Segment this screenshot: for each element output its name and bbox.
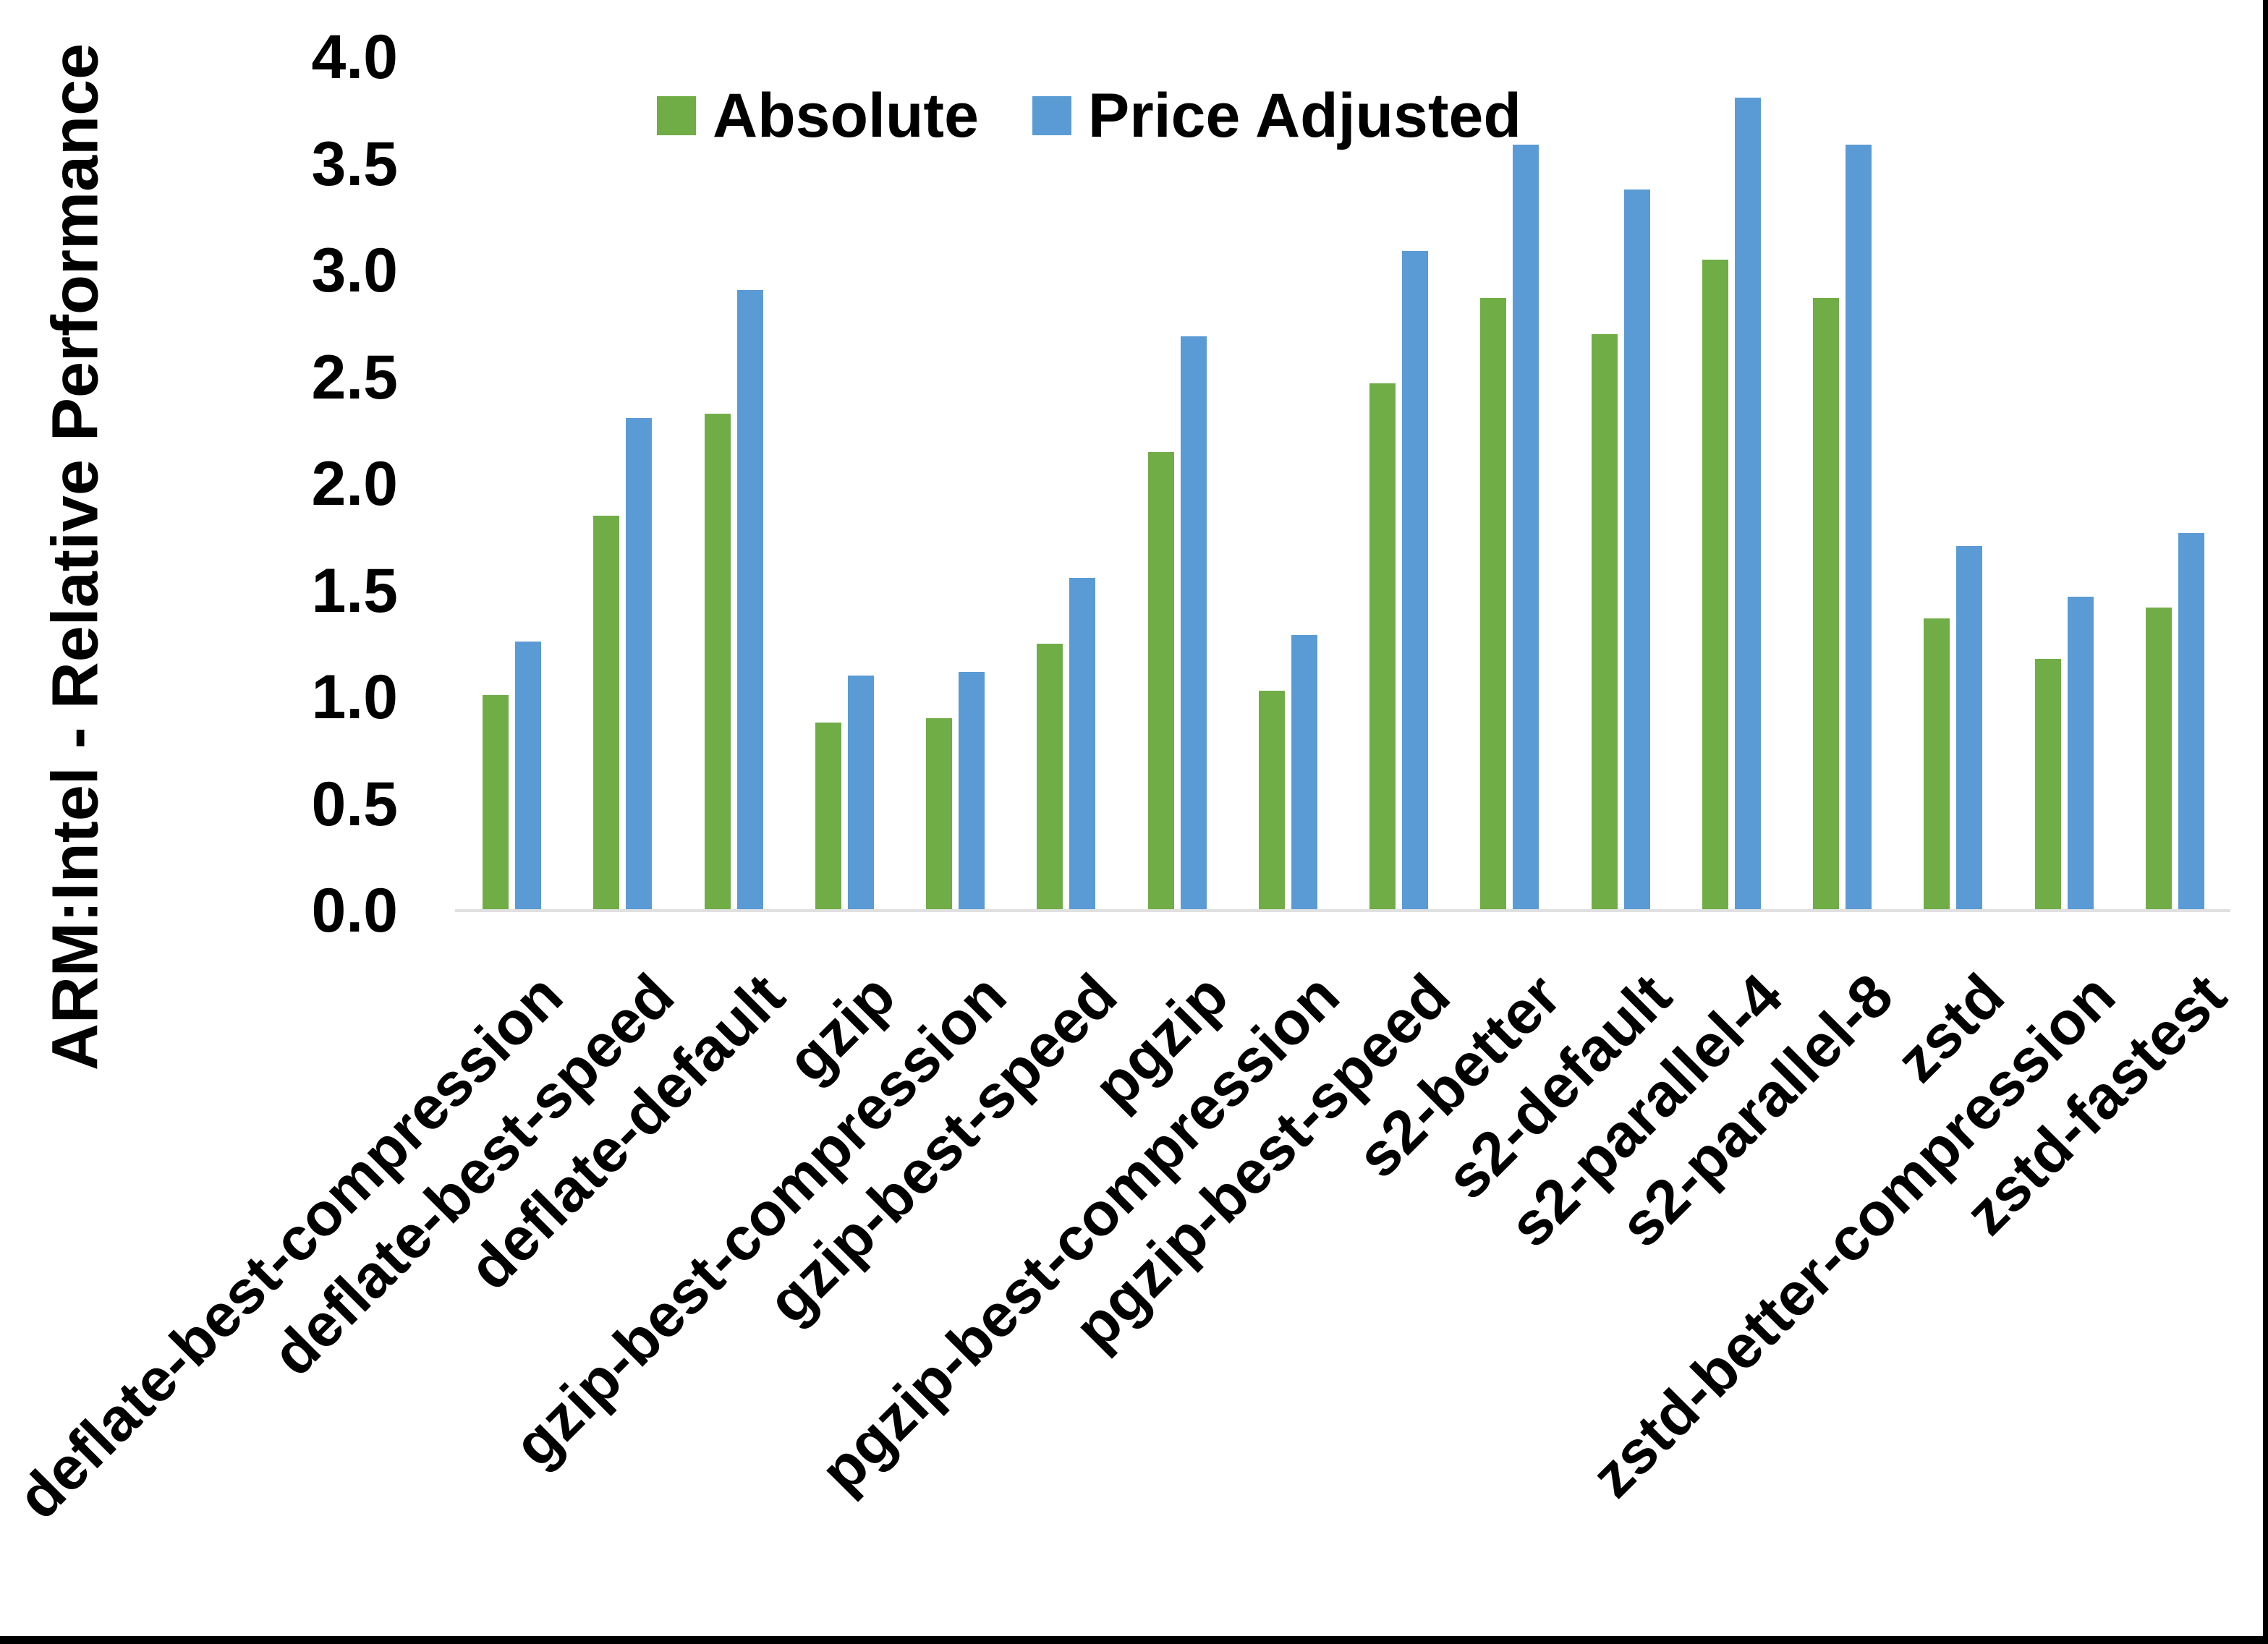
y-tick-label: 3.0 (311, 236, 398, 305)
bar-group-s2-better (1454, 57, 1565, 911)
bar-price-adjusted (2067, 597, 2094, 911)
legend-label: Absolute (713, 81, 979, 150)
bar-absolute (2034, 659, 2061, 911)
bar-price-adjusted (1623, 189, 1650, 911)
bar-group-s2-parallel-8 (1787, 57, 1898, 911)
bar-group-pgzip-best-speed (1343, 57, 1454, 911)
y-tick-label: 1.0 (311, 663, 398, 732)
bar-price-adjusted (1734, 98, 1761, 911)
legend-entry-price-adjusted: Price Adjusted (1032, 76, 1521, 156)
bar-price-adjusted (1069, 578, 1096, 911)
bar-absolute (1702, 260, 1728, 911)
bar-absolute (1924, 618, 1950, 911)
bar-absolute (483, 695, 509, 911)
bar-price-adjusted (1180, 336, 1207, 911)
legend-swatch-icon (657, 96, 696, 135)
bar-absolute (1591, 334, 1618, 911)
bar-group-gzip (789, 57, 900, 911)
y-tick-label: 2.0 (311, 449, 398, 519)
bar-absolute (1369, 383, 1396, 911)
legend: Absolute Price Adjusted (456, 76, 2230, 156)
bar-absolute (815, 723, 841, 911)
bar-price-adjusted (736, 290, 763, 911)
bar-absolute (1480, 298, 1507, 911)
y-tick-label: 0.0 (311, 876, 398, 945)
bar-price-adjusted (847, 676, 874, 911)
bar-price-adjusted (515, 642, 542, 911)
bar-group-pgzip (1122, 57, 1233, 911)
window-border-right (2263, 0, 2268, 1644)
bar-group-pgzip-best-compression (1233, 57, 1343, 911)
bar-group-deflate-best-compression (456, 57, 567, 911)
legend-label: Price Adjusted (1087, 81, 1521, 150)
legend-entry-absolute: Absolute (657, 76, 979, 156)
x-axis-line (455, 909, 2230, 912)
bar-price-adjusted (626, 418, 653, 911)
bar-price-adjusted (959, 672, 985, 911)
bar-price-adjusted (1846, 145, 1872, 911)
bar-group-deflate-best-speed (567, 57, 678, 911)
bar-price-adjusted (1956, 546, 1983, 911)
bar-group-zstd-better-compression (2009, 57, 2120, 911)
bar-group-gzip-best-speed (1011, 57, 1121, 911)
bar-absolute (2145, 608, 2172, 911)
y-tick-label: 0.5 (311, 769, 398, 839)
bar-absolute (1147, 452, 1174, 911)
bar-price-adjusted (1402, 251, 1429, 911)
y-tick-label: 2.5 (311, 342, 398, 412)
y-tick-label: 3.5 (311, 129, 398, 199)
bar-absolute (704, 414, 731, 911)
bar-absolute (1813, 298, 1840, 911)
bar-group-gzip-best-compression (900, 57, 1011, 911)
y-axis-title: ARM:Intel - Relative Performance (39, 43, 112, 1071)
bar-group-zstd (1898, 57, 2008, 911)
bar-group-zstd-fastest (2120, 57, 2230, 911)
y-tick-label: 4.0 (311, 22, 398, 92)
y-tick-label: 1.5 (311, 555, 398, 626)
bar-absolute (593, 516, 620, 911)
plot-area (456, 57, 2230, 911)
bar-group-s2-parallel-4 (1676, 57, 1787, 911)
bar-group-s2-default (1566, 57, 1676, 911)
bar-absolute (1037, 644, 1063, 911)
bar-absolute (1258, 691, 1285, 911)
bar-price-adjusted (1513, 145, 1539, 911)
bar-price-adjusted (2178, 533, 2204, 911)
bar-group-deflate-default (679, 57, 789, 911)
bar-absolute (926, 718, 953, 911)
legend-swatch-icon (1032, 96, 1071, 135)
bar-price-adjusted (1291, 635, 1317, 911)
window-border-bottom (0, 1636, 2268, 1644)
